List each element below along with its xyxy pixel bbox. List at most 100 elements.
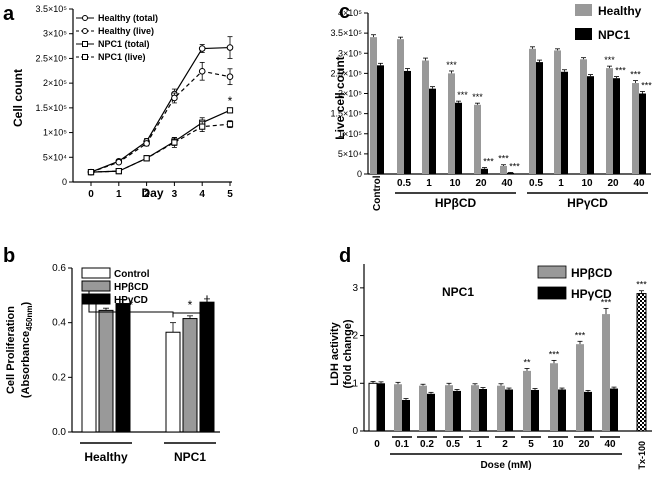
- category-label: 2: [502, 439, 508, 450]
- legend-swatch: [537, 286, 567, 300]
- y-tick-label: 1: [352, 378, 358, 389]
- legend-marker: [82, 41, 88, 47]
- legend-label: HPβCD: [114, 282, 148, 293]
- y-tick-label: 1×10⁵: [43, 128, 67, 138]
- category-label: 40: [633, 178, 645, 189]
- data-point: [115, 158, 123, 166]
- x-axis-label: Day: [141, 186, 163, 200]
- bar: [429, 88, 436, 174]
- legend-label: Healthy (total): [98, 13, 158, 23]
- bar: [561, 71, 568, 174]
- bar: [639, 93, 646, 174]
- y-axis-label: Cell Proliferation: [5, 306, 17, 394]
- legend-swatch: [81, 280, 111, 292]
- category-label: 20: [578, 439, 590, 450]
- x-tick-label: 1: [116, 189, 122, 200]
- y-tick-label: 2.5×10⁵: [330, 68, 362, 78]
- category-label: Control: [372, 175, 383, 211]
- significance-marker: *: [188, 298, 193, 312]
- y-tick-label: 3×10⁵: [338, 48, 362, 58]
- y-tick-label: 2.5×10⁵: [35, 53, 67, 63]
- legend-swatch: [575, 28, 592, 40]
- series-line-2: [90, 109, 231, 173]
- panel-label-a: a: [3, 3, 15, 25]
- bar: [445, 385, 453, 431]
- significance-marker: ***: [630, 70, 641, 80]
- legend-swatch: [575, 4, 592, 16]
- bar: [632, 83, 639, 174]
- legend-swatch: [81, 293, 111, 305]
- bar: [602, 314, 610, 431]
- category-label: 1: [426, 178, 432, 189]
- y-tick-label: 5×10⁴: [43, 152, 67, 162]
- significance-marker: ***: [604, 55, 615, 65]
- bar: [610, 388, 618, 431]
- bar: [422, 60, 429, 175]
- data-point: [143, 155, 150, 162]
- y-tick-label: 1×10⁵: [338, 129, 362, 139]
- significance-marker: ***: [641, 80, 652, 90]
- significance-marker: ***: [636, 280, 647, 290]
- data-point: [198, 45, 206, 52]
- bar: [554, 50, 561, 175]
- bar: [182, 318, 198, 433]
- category-label: NPC1: [174, 450, 206, 464]
- bar: [165, 331, 181, 433]
- panel-title: NPC1: [442, 285, 474, 299]
- x-tick-label: 0: [88, 189, 94, 200]
- bar: [81, 301, 97, 433]
- bar: [397, 39, 404, 174]
- category-label: 10: [581, 178, 593, 189]
- category-label: 1: [476, 439, 482, 450]
- significance-marker: ***: [472, 92, 483, 102]
- category-label: 0.5: [446, 439, 460, 450]
- bar: [377, 383, 385, 431]
- category-label: 20: [607, 178, 619, 189]
- bar: [531, 389, 539, 431]
- y-axis-label-units-sub: 450nm: [25, 306, 34, 331]
- bar: [455, 102, 462, 174]
- y-tick-label: 1.5×10⁵: [330, 109, 362, 119]
- significance-marker: *: [228, 94, 233, 108]
- data-point: [226, 121, 234, 128]
- bar: [402, 399, 410, 431]
- category-label: 0.5: [529, 178, 543, 189]
- significance-marker: ***: [498, 154, 509, 164]
- legend-label: NPC1: [598, 28, 630, 42]
- x-tick-label: 4: [199, 189, 205, 200]
- x-tick-label: 3: [172, 189, 178, 200]
- data-point: [171, 139, 178, 146]
- bar: [536, 62, 543, 175]
- x-tick-label: 2: [144, 189, 150, 200]
- bar-tx100: [636, 293, 647, 432]
- y-axis-label: Live cell count: [333, 56, 347, 139]
- y-axis-label-units-close: ): [20, 302, 32, 306]
- y-axis-label-line2: (fold change): [342, 319, 354, 388]
- bar: [497, 385, 505, 431]
- data-point: [226, 44, 234, 51]
- category-label: 0: [374, 439, 380, 450]
- y-axis-label: LDH activity: [329, 321, 341, 385]
- x-axis-label: Dose (mM): [480, 460, 531, 471]
- y-tick-label: 4×10⁵: [338, 8, 362, 18]
- series-line-0: [90, 46, 231, 173]
- significance-marker: ***: [601, 297, 612, 307]
- bar: [368, 382, 378, 432]
- y-tick-label: 3.5×10⁵: [35, 4, 67, 14]
- y-tick-label: 5×10⁴: [338, 149, 362, 159]
- bar: [580, 59, 587, 174]
- bar: [558, 389, 566, 431]
- data-point: [226, 73, 234, 81]
- bar: [576, 344, 584, 431]
- category-label: 5: [528, 439, 534, 450]
- y-axis-label: Cell count: [11, 69, 25, 127]
- y-axis-label-units-main: (Absorbance: [20, 331, 32, 398]
- bar: [481, 168, 488, 174]
- y-tick-label: 0.4: [52, 318, 66, 329]
- legend-swatch: [537, 265, 567, 279]
- series-line-1: [90, 70, 231, 173]
- bar: [370, 37, 377, 175]
- y-tick-label: 3.5×10⁵: [330, 28, 362, 38]
- significance-marker: ***: [575, 330, 586, 340]
